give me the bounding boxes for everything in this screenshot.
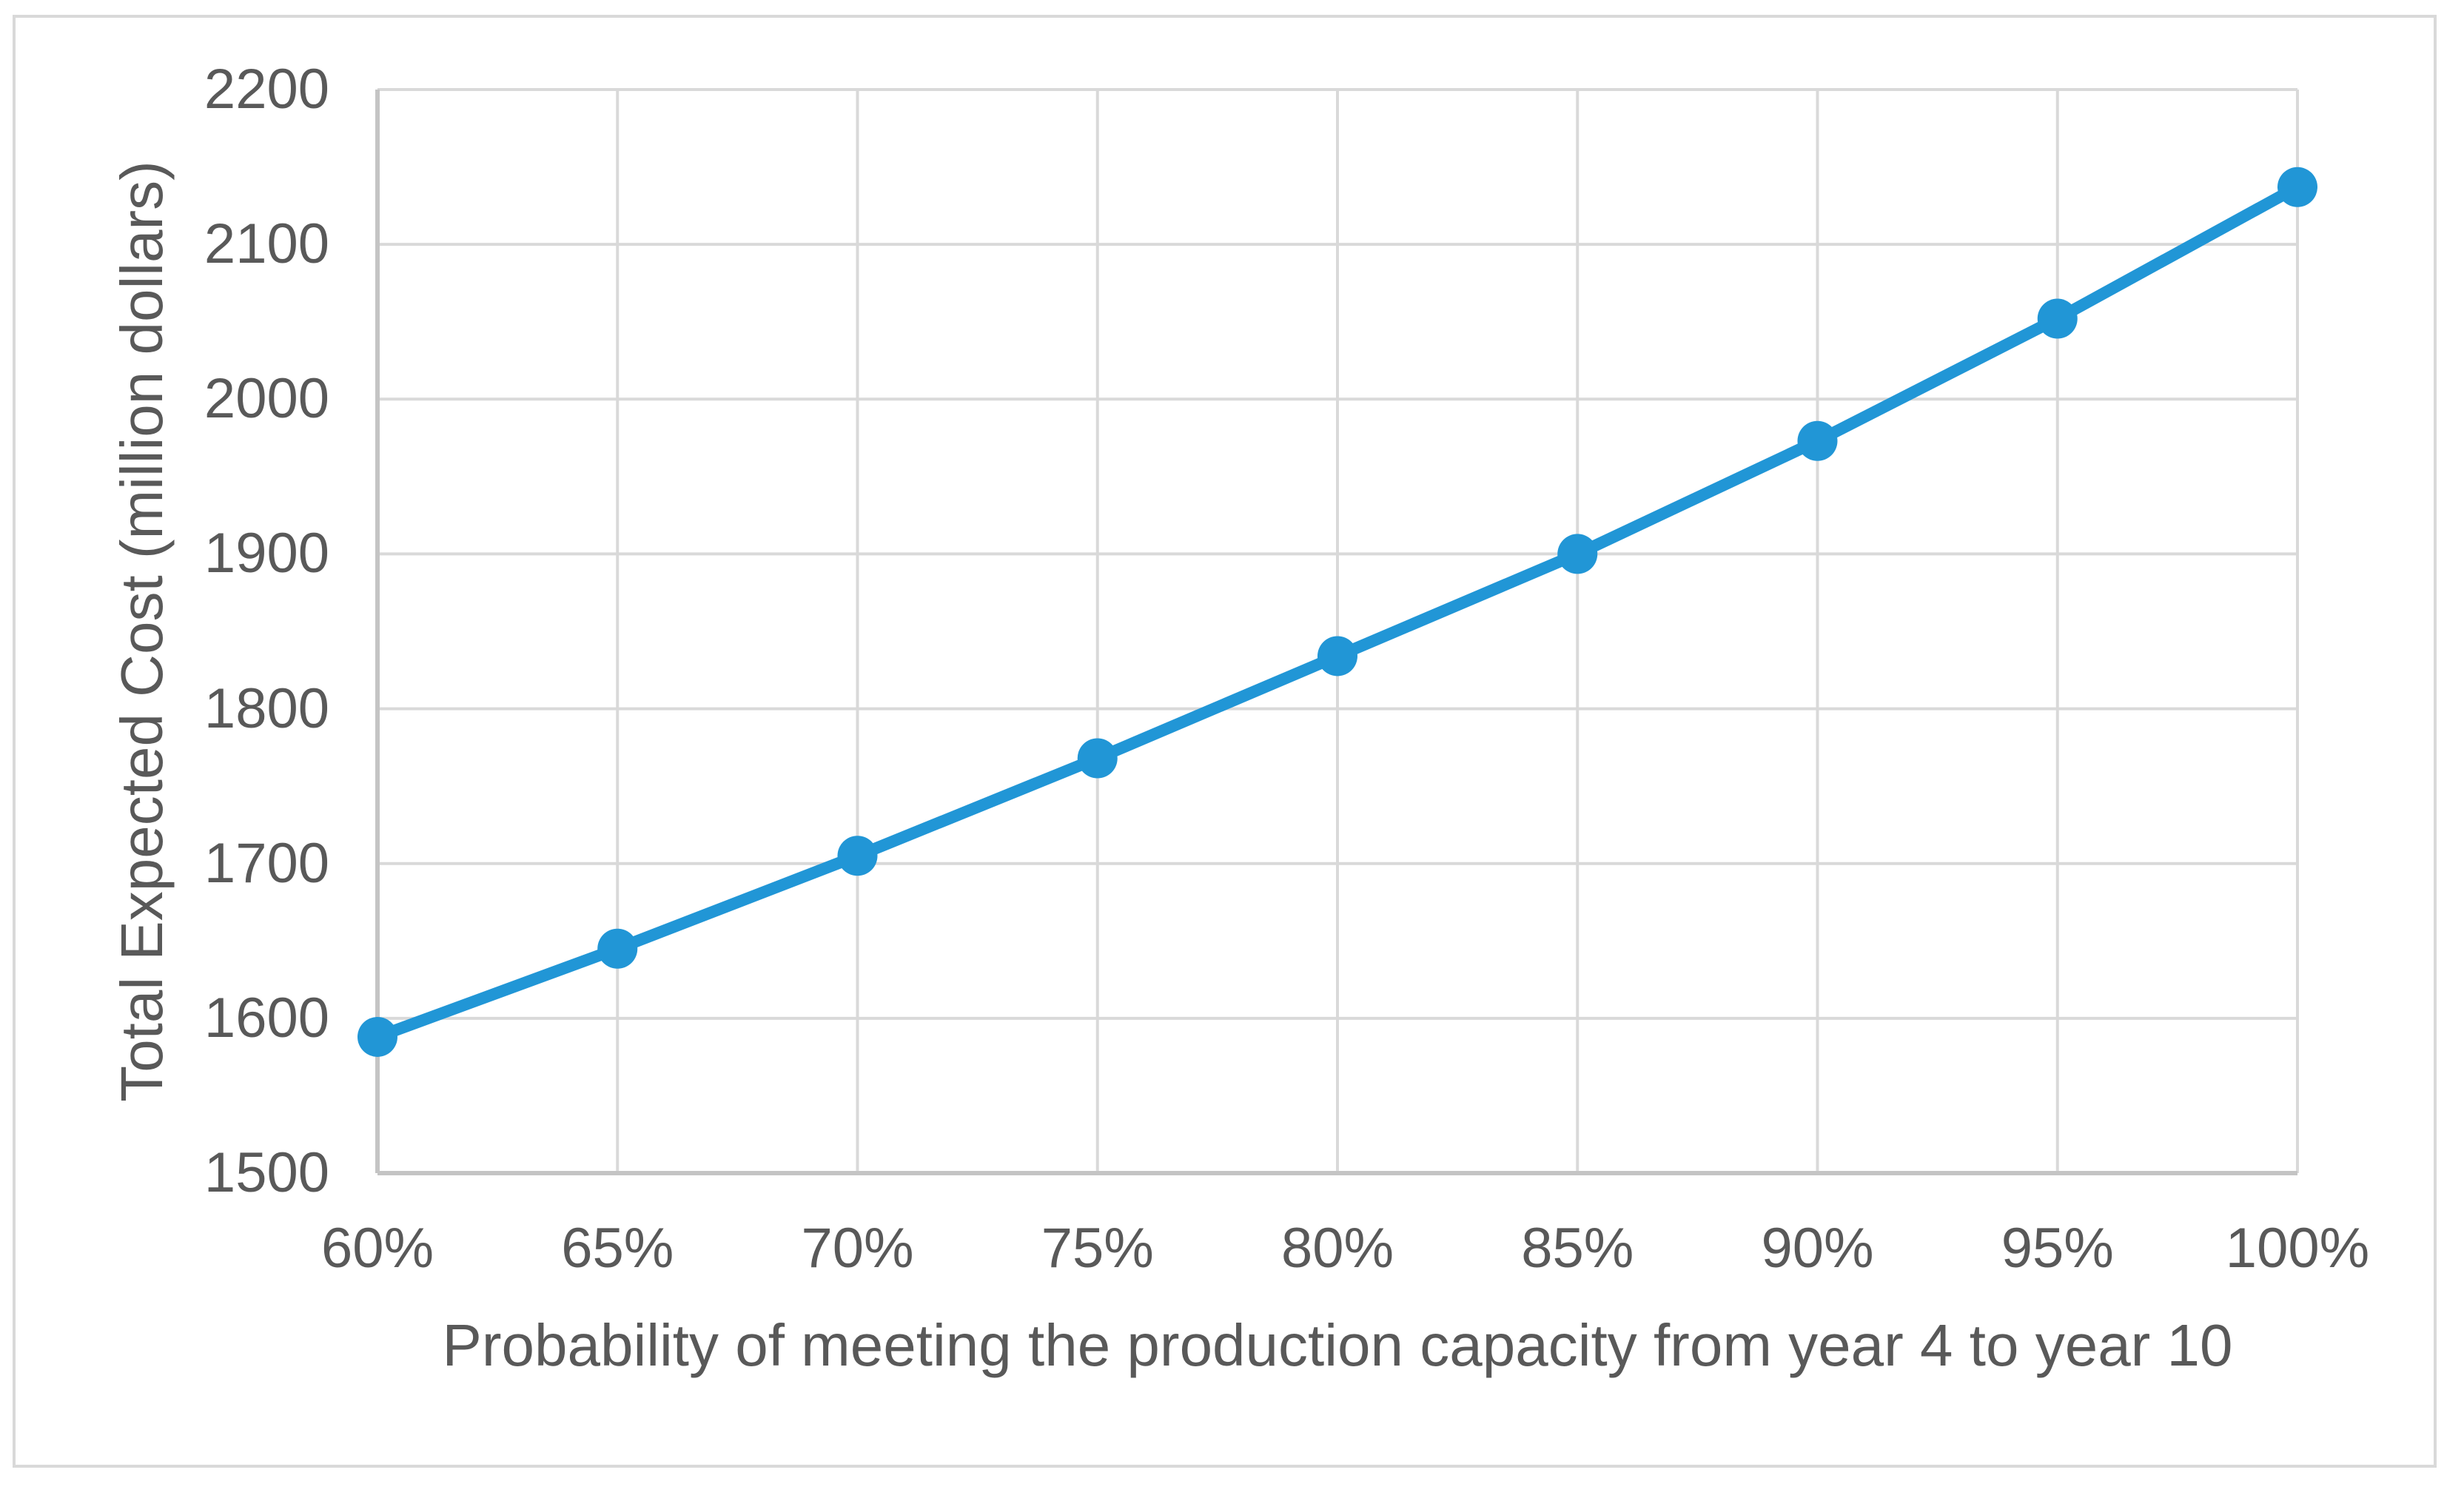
data-point-90% xyxy=(1797,420,1838,461)
y-tick-label-2000: 2000 xyxy=(204,367,329,431)
x-tick-label-100%: 100% xyxy=(2225,1217,2370,1280)
x-tick-label-75%: 75% xyxy=(1041,1217,1154,1280)
chart-frame xyxy=(13,15,2437,1468)
y-tick-label-2100: 2100 xyxy=(204,212,329,276)
data-point-75% xyxy=(1077,738,1118,779)
data-point-60% xyxy=(357,1016,397,1057)
x-tick-label-85%: 85% xyxy=(1521,1217,1634,1280)
x-tick-label-60%: 60% xyxy=(320,1217,434,1280)
y-tick-label-1500: 1500 xyxy=(204,1141,329,1204)
y-axis-title: Total Expected Cost (million dollars) xyxy=(109,161,175,1102)
x-tick-label-90%: 90% xyxy=(1761,1217,1874,1280)
y-tick-label-1600: 1600 xyxy=(204,986,329,1050)
data-point-100% xyxy=(2277,167,2317,207)
data-point-80% xyxy=(1317,636,1357,676)
x-tick-label-95%: 95% xyxy=(2001,1217,2114,1280)
y-tick-label-1900: 1900 xyxy=(204,522,329,585)
x-axis-title: Probability of meeting the production ca… xyxy=(442,1312,2233,1378)
data-point-70% xyxy=(837,836,878,876)
data-point-95% xyxy=(2037,298,2078,339)
y-tick-label-2200: 2200 xyxy=(204,58,329,121)
data-point-85% xyxy=(1557,534,1598,574)
x-tick-label-70%: 70% xyxy=(801,1217,914,1280)
y-tick-label-1700: 1700 xyxy=(204,831,329,895)
data-point-65% xyxy=(597,928,638,969)
x-tick-label-80%: 80% xyxy=(1280,1217,1394,1280)
y-tick-label-1800: 1800 xyxy=(204,676,329,740)
x-tick-label-65%: 65% xyxy=(561,1217,674,1280)
